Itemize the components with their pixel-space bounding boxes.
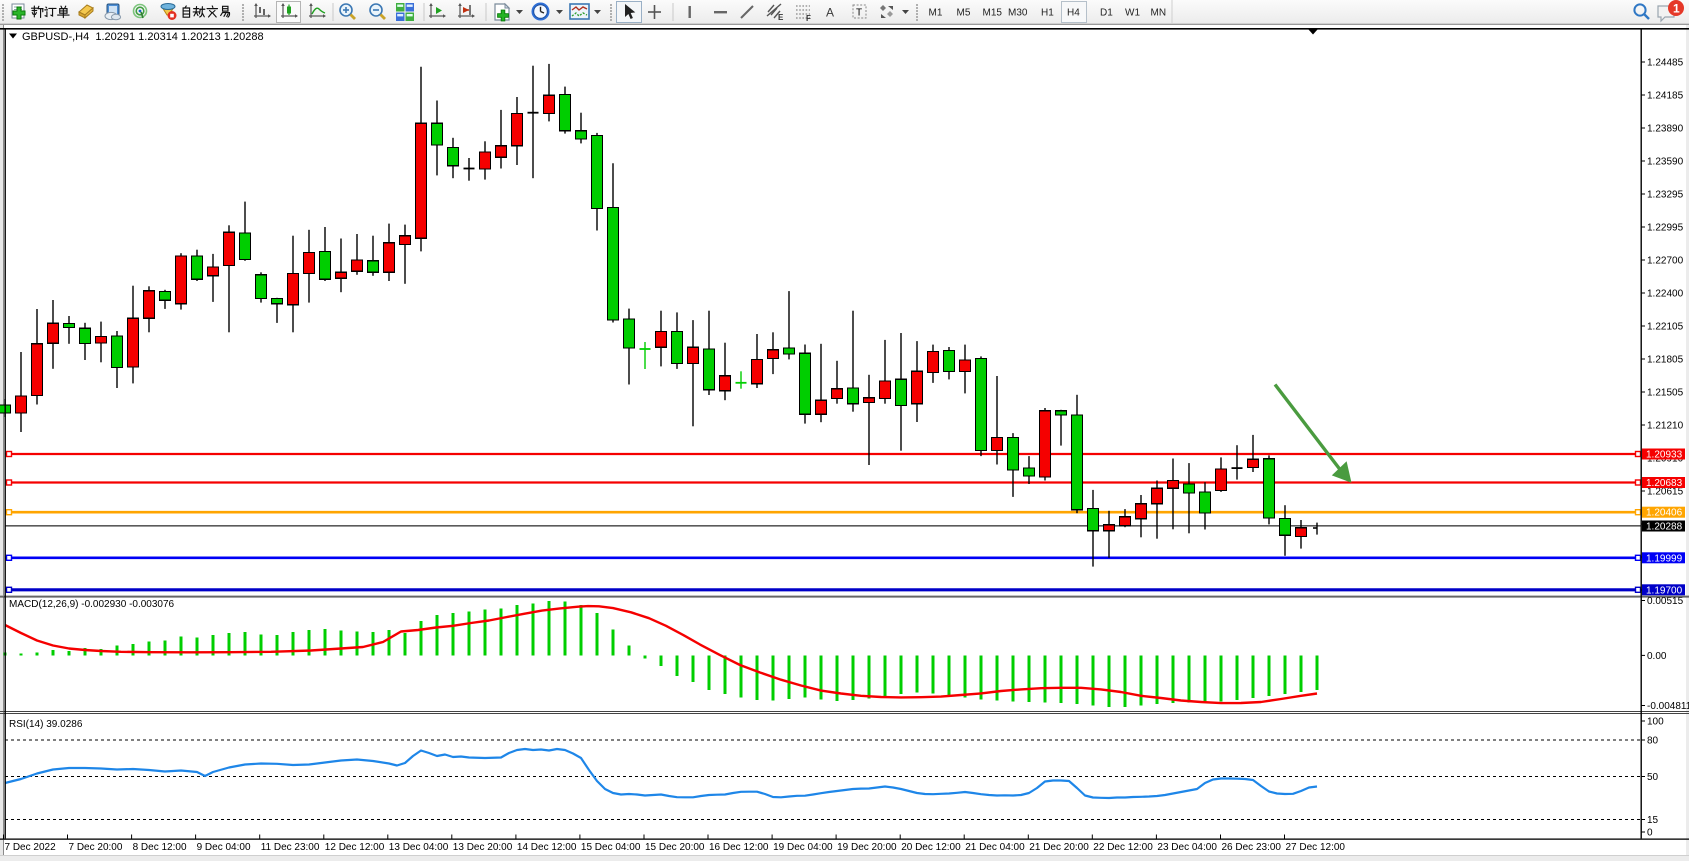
svg-text:MACD(12,26,9) -0.002930 -0.003: MACD(12,26,9) -0.002930 -0.003076 [9,599,175,610]
svg-text:1.20288: 1.20288 [1646,522,1683,533]
svg-text:14 Dec 12:00: 14 Dec 12:00 [517,842,577,853]
svg-text:MN: MN [1151,8,1167,19]
svg-text:F: F [806,14,811,23]
svg-text:1.22700: 1.22700 [1647,256,1684,267]
svg-text:21 Dec 04:00: 21 Dec 04:00 [965,842,1025,853]
svg-text:M15: M15 [983,8,1003,19]
svg-text:0.00: 0.00 [1647,651,1667,662]
svg-text:1.19700: 1.19700 [1646,585,1683,596]
svg-text:1.21805: 1.21805 [1647,355,1684,366]
svg-text:H1: H1 [1041,8,1054,19]
svg-text:1.20615: 1.20615 [1647,487,1684,498]
svg-text:0.00515: 0.00515 [1647,596,1684,607]
svg-text:12 Dec 12:00: 12 Dec 12:00 [325,842,385,853]
svg-text:M30: M30 [1008,8,1028,19]
svg-text:1.19999: 1.19999 [1646,553,1683,564]
svg-text:80: 80 [1647,736,1659,747]
svg-text:1.22400: 1.22400 [1647,289,1684,300]
svg-text:15: 15 [1647,815,1659,826]
svg-text:E: E [778,13,784,22]
svg-text:1.23890: 1.23890 [1647,124,1684,135]
svg-text:50: 50 [1647,772,1659,783]
svg-text:13 Dec 20:00: 13 Dec 20:00 [453,842,513,853]
svg-text:100: 100 [1647,717,1664,728]
svg-text:11 Dec 23:00: 11 Dec 23:00 [261,842,320,853]
svg-text:1.20933: 1.20933 [1646,450,1683,461]
svg-text:1.21210: 1.21210 [1647,421,1684,432]
svg-text:1.23590: 1.23590 [1647,157,1684,168]
svg-text:13 Dec 04:00: 13 Dec 04:00 [389,842,449,853]
svg-text:20 Dec 12:00: 20 Dec 12:00 [901,842,961,853]
svg-text:23 Dec 04:00: 23 Dec 04:00 [1157,842,1217,853]
svg-text:7 Dec 20:00: 7 Dec 20:00 [69,842,123,853]
svg-text:1.24185: 1.24185 [1647,91,1684,102]
svg-text:M1: M1 [929,8,943,19]
svg-text:1.22995: 1.22995 [1647,223,1684,234]
svg-text:-0.004811: -0.004811 [1647,701,1689,712]
svg-text:19 Dec 04:00: 19 Dec 04:00 [773,842,833,853]
svg-text:1.20406: 1.20406 [1646,508,1683,519]
svg-text:27 Dec 12:00: 27 Dec 12:00 [1286,842,1346,853]
svg-text:8 Dec 12:00: 8 Dec 12:00 [133,842,187,853]
svg-text:15 Dec 20:00: 15 Dec 20:00 [645,842,705,853]
svg-text:16 Dec 12:00: 16 Dec 12:00 [709,842,769,853]
svg-text:D1: D1 [1100,8,1113,19]
svg-text:1.24485: 1.24485 [1647,58,1684,69]
svg-text:GBPUSD-,H4 1.20291 1.20314 1.: GBPUSD-,H4 1.20291 1.20314 1.20213 1.202… [22,31,264,43]
svg-text:26 Dec 23:00: 26 Dec 23:00 [1222,842,1282,853]
svg-text:RSI(14) 39.0286: RSI(14) 39.0286 [9,719,83,730]
svg-text:1.20683: 1.20683 [1646,478,1683,489]
svg-text:T: T [856,8,862,19]
svg-text:22 Dec 12:00: 22 Dec 12:00 [1093,842,1153,853]
svg-text:W1: W1 [1125,8,1140,19]
svg-text:M5: M5 [957,8,971,19]
svg-text:A: A [826,6,834,20]
svg-text:1.23295: 1.23295 [1647,190,1684,201]
svg-text:1.21505: 1.21505 [1647,388,1684,399]
svg-text:0: 0 [1647,828,1653,839]
svg-text:9 Dec 04:00: 9 Dec 04:00 [197,842,251,853]
svg-text:H4: H4 [1067,8,1080,19]
svg-text:19 Dec 20:00: 19 Dec 20:00 [837,842,897,853]
svg-text:15 Dec 04:00: 15 Dec 04:00 [581,842,641,853]
svg-text:7 Dec 2022: 7 Dec 2022 [5,842,57,853]
svg-text:1.22105: 1.22105 [1647,322,1684,333]
svg-text:21 Dec 20:00: 21 Dec 20:00 [1029,842,1089,853]
svg-text:1: 1 [1673,2,1680,16]
